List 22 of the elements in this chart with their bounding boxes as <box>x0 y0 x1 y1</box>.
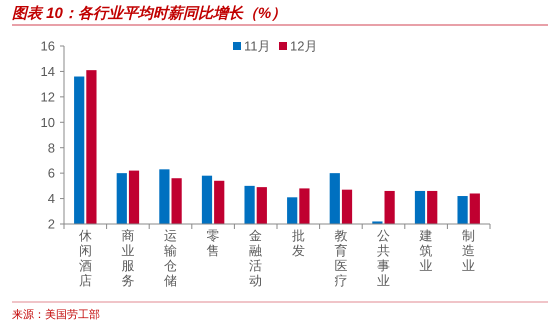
y-tick-label: 10 <box>40 114 55 130</box>
y-tick-label: 2 <box>48 216 55 232</box>
x-tick-label: 零售 <box>206 228 220 258</box>
x-tick-label: 公共事业 <box>377 228 390 288</box>
source-note: 来源：美国劳工部 <box>12 308 100 321</box>
y-tick-label: 14 <box>40 64 55 79</box>
x-tick-label: 商业服务 <box>121 228 134 288</box>
x-tick-label: 教育医疗 <box>334 228 348 288</box>
legend-label: 11月 <box>244 38 270 54</box>
x-tick-label: 制造业 <box>462 228 476 273</box>
x-tick-label: 休闲酒店 <box>78 228 92 288</box>
x-tick-label: 批发 <box>292 228 305 258</box>
y-tick-label: 12 <box>40 89 55 104</box>
x-tick-label: 金融活动 <box>249 228 262 288</box>
y-tick-label: 6 <box>48 166 55 181</box>
legend-label: 12月 <box>290 38 318 54</box>
y-tick-label: 16 <box>40 38 55 54</box>
x-tick-label: 运输仓储 <box>164 228 177 288</box>
chart-title: 图表 10：各行业平均时薪同比增长（%） <box>12 5 286 22</box>
y-tick-label: 4 <box>48 191 55 206</box>
x-tick-label: 建筑业 <box>418 228 433 273</box>
y-tick-label: 8 <box>48 140 55 156</box>
